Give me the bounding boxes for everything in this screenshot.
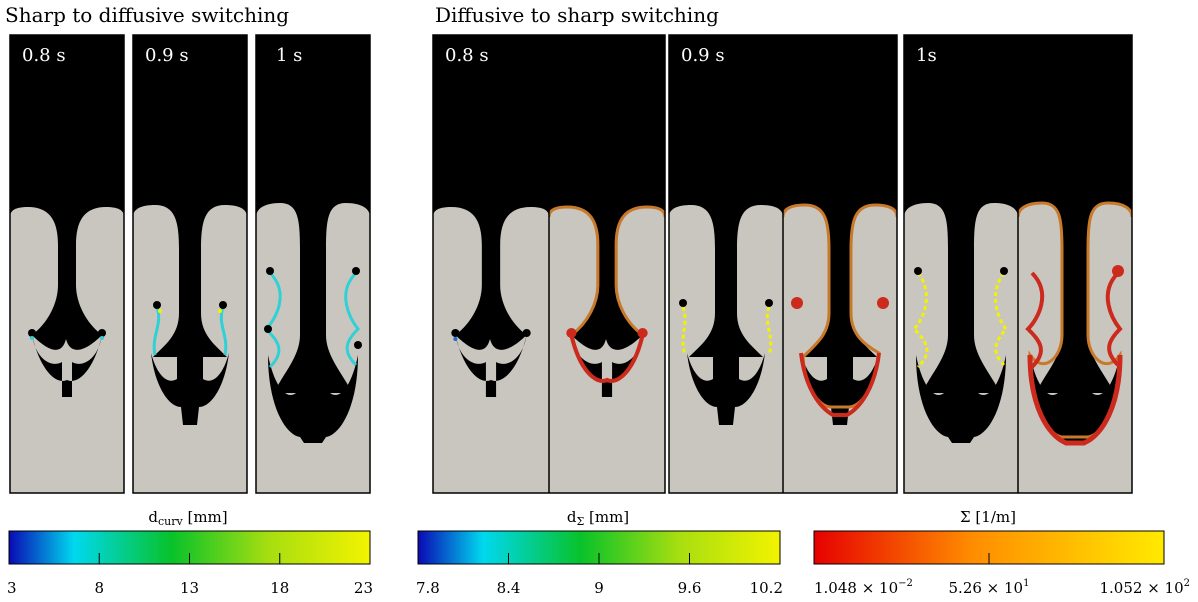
colorbar-tick-label: 1.052 × 102	[1099, 578, 1190, 597]
time-label: 0.8 s	[22, 45, 66, 66]
fluid-image-1s	[256, 35, 370, 493]
sharp-image-1s	[1018, 35, 1132, 493]
time-label: 0.8 s	[445, 45, 489, 66]
left-panel-0.9s: 0.9 s	[132, 34, 248, 494]
sharp-image-0.8s	[549, 35, 665, 493]
colorbar-title: Σ [1/m]	[960, 508, 1016, 526]
left-panel-1s: 1 s	[255, 34, 371, 494]
colorbar-tick-label: 8.4	[497, 579, 521, 597]
diffuse-image-1s	[904, 35, 1018, 493]
right-pair-0.9s: 0.9 s	[668, 34, 898, 494]
right-panel-group: 0.8 s 0.9 s	[432, 34, 1133, 494]
colorbar-title: dΣ [mm]	[567, 508, 629, 528]
right-pair-0.8s: 0.8 s	[432, 34, 666, 494]
colorbar-tick-label: 8	[94, 579, 104, 597]
diffuse-image-0.8s	[433, 35, 549, 493]
colorbar-tick-label: 7.8	[416, 579, 440, 597]
left-panel-0.8s: 0.8 s	[9, 34, 125, 494]
colorbar-tick-label: 1.048 × 10−2	[814, 578, 913, 597]
time-label: 0.9 s	[681, 45, 725, 66]
right-pair-1s: 1s	[903, 34, 1133, 494]
colorbar-dcurv: dcurv [mm] 3 8 13 18 23	[7, 508, 373, 597]
right-section-heading: Diffusive to sharp switching	[435, 3, 719, 27]
colorbar-tick-label: 5.26 × 101	[949, 578, 1030, 597]
colorbar-tick-label: 9.6	[678, 579, 702, 597]
sharp-image-0.9s	[783, 35, 897, 493]
left-panel-group: 0.8 s 0.9 s 1 s	[9, 34, 371, 494]
time-label: 1s	[916, 45, 937, 66]
left-section-heading: Sharp to diffusive switching	[5, 3, 290, 27]
colorbar-tick-label: 23	[354, 579, 373, 597]
colorbar-tick-label: 3	[7, 579, 17, 597]
time-label: 0.9 s	[145, 45, 189, 66]
colorbar-sigma: Σ [1/m] 1.048 × 10−2 5.26 × 101 1.052 × 10…	[813, 508, 1190, 597]
diffuse-image-0.9s	[669, 35, 783, 493]
colorbar-tick-label: 13	[180, 579, 199, 597]
time-label: 1 s	[276, 45, 302, 66]
colorbar-dsigma: dΣ [mm] 7.8 8.4 9 9.6 10.2	[416, 508, 783, 597]
colorbar-tick-label: 10.2	[750, 579, 783, 597]
colorbar-title: dcurv [mm]	[148, 508, 227, 528]
colorbar-tick-label: 9	[594, 579, 604, 597]
fluid-image-0.9s	[133, 35, 247, 493]
colorbar-tick-label: 18	[270, 579, 289, 597]
fluid-image-0.8s	[10, 35, 124, 493]
